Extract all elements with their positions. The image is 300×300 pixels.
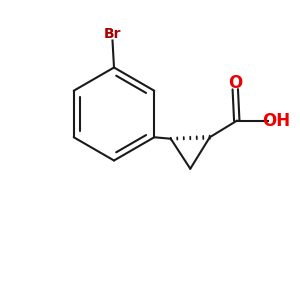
Text: O: O (228, 74, 242, 92)
Text: Br: Br (104, 27, 121, 41)
Text: OH: OH (262, 112, 291, 130)
